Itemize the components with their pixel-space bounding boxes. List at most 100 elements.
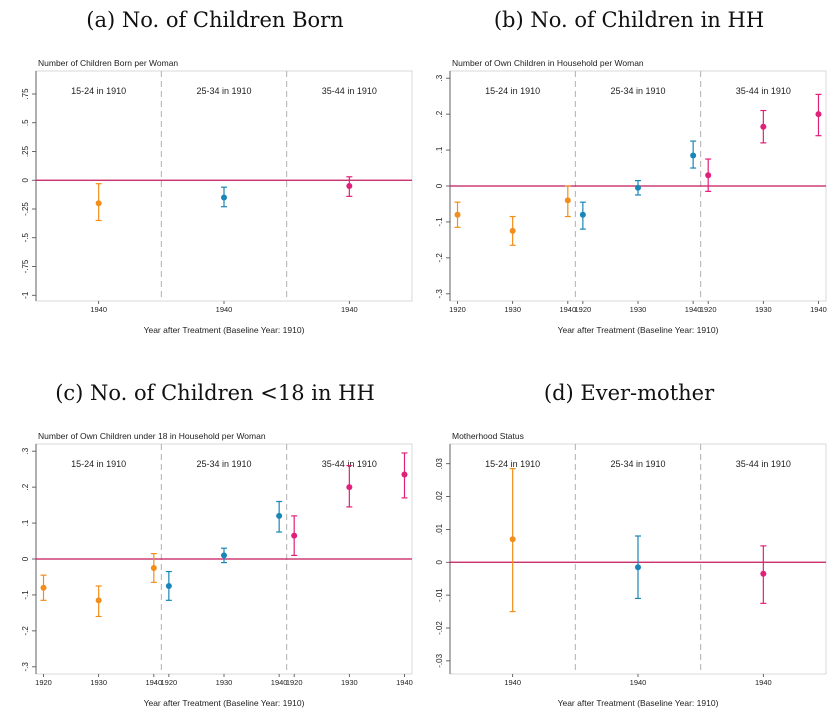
y-tick-label: .3 bbox=[435, 74, 444, 81]
y-tick-label: -1 bbox=[21, 291, 30, 299]
x-tick-label: 1940 bbox=[685, 305, 702, 314]
y-tick-label: 0 bbox=[21, 556, 30, 561]
x-tick-label: 1940 bbox=[755, 678, 772, 687]
x-tick-label: 1940 bbox=[271, 678, 288, 687]
x-tick-label: 1920 bbox=[161, 678, 178, 687]
panel-b-caption: (b) No. of Children in HH bbox=[493, 8, 765, 32]
data-point bbox=[815, 111, 822, 118]
group-header: 15-24 in 1910 bbox=[71, 86, 126, 96]
group-header: 25-34 in 1910 bbox=[610, 459, 665, 469]
data-point bbox=[95, 597, 102, 604]
data-point bbox=[346, 183, 353, 189]
x-axis-label: Year after Treatment (Baseline Year: 191… bbox=[144, 698, 305, 708]
data-point bbox=[690, 152, 697, 159]
y-tick-label: 0 bbox=[21, 177, 30, 182]
x-tick-label: 1930 bbox=[90, 678, 107, 687]
y-tick-label: .2 bbox=[435, 110, 444, 117]
y-tick-label: 0 bbox=[435, 560, 444, 565]
x-tick-label: 1930 bbox=[504, 305, 521, 314]
group-header: 25-34 in 1910 bbox=[610, 86, 665, 96]
y-tick-label: -.3 bbox=[21, 662, 30, 672]
panel-a-caption: (a) No. of Children Born bbox=[86, 8, 344, 32]
y-tick-label: .03 bbox=[435, 458, 444, 470]
chart-title: Number of Own Children in Household per … bbox=[452, 58, 644, 68]
data-point bbox=[635, 564, 641, 571]
x-tick-label: 1930 bbox=[341, 678, 358, 687]
y-tick-label: -.03 bbox=[435, 653, 444, 667]
data-point bbox=[509, 536, 516, 543]
x-tick-label: 1920 bbox=[286, 678, 303, 687]
x-tick-label: 1930 bbox=[216, 678, 233, 687]
y-tick-label: .75 bbox=[21, 88, 30, 100]
chart-panel-2: Number of Own Children in Household per … bbox=[435, 58, 832, 335]
data-point bbox=[346, 484, 353, 491]
data-point bbox=[150, 564, 157, 571]
x-tick-label: 1930 bbox=[755, 305, 772, 314]
data-point bbox=[564, 197, 571, 204]
data-point bbox=[760, 570, 767, 577]
y-tick-label: -.2 bbox=[435, 253, 444, 263]
data-point bbox=[635, 184, 641, 191]
data-point bbox=[760, 123, 767, 130]
chart-title: Number of Own Children under 18 in House… bbox=[38, 431, 266, 441]
data-point bbox=[40, 584, 47, 591]
y-tick-label: .25 bbox=[21, 145, 30, 157]
x-tick-label: 1940 bbox=[145, 678, 162, 687]
data-point bbox=[401, 471, 408, 478]
x-tick-label: 1940 bbox=[504, 678, 521, 687]
chart-title: Motherhood Status bbox=[452, 431, 524, 441]
y-tick-label: .01 bbox=[435, 523, 444, 535]
chart-panel-4: Motherhood Status 15-24 in 1910 25-34 in 1… bbox=[435, 431, 832, 708]
x-axis-label: Year after Treatment (Baseline Year: 191… bbox=[558, 698, 719, 708]
y-tick-label: .3 bbox=[21, 447, 30, 454]
y-tick-label: 0 bbox=[435, 183, 444, 188]
x-tick-label: 1940 bbox=[90, 305, 107, 314]
y-tick-label: -.2 bbox=[21, 626, 30, 636]
y-tick-label: -.25 bbox=[21, 202, 30, 216]
y-tick-label: -.01 bbox=[435, 588, 444, 602]
y-tick-label: -.02 bbox=[435, 621, 444, 635]
y-tick-label: -.1 bbox=[21, 590, 30, 600]
x-tick-label: 1920 bbox=[575, 305, 592, 314]
y-tick-label: .1 bbox=[21, 519, 30, 526]
panel-background bbox=[30, 433, 418, 699]
data-point bbox=[705, 172, 712, 179]
x-tick-label: 1940 bbox=[216, 305, 233, 314]
y-tick-label: .5 bbox=[21, 119, 30, 126]
data-point bbox=[95, 200, 102, 207]
group-header: 35-44 in 1910 bbox=[736, 86, 791, 96]
chart-panel-3: Number of Own Children under 18 in House… bbox=[21, 431, 418, 708]
group-header: 25-34 in 1910 bbox=[196, 459, 251, 469]
x-tick-label: 1920 bbox=[700, 305, 717, 314]
x-tick-label: 1920 bbox=[449, 305, 466, 314]
data-point bbox=[454, 211, 461, 218]
group-header: 35-44 in 1910 bbox=[322, 459, 377, 469]
x-tick-label: 1940 bbox=[810, 305, 827, 314]
x-tick-label: 1940 bbox=[559, 305, 576, 314]
data-point bbox=[276, 512, 283, 519]
panel-d-caption: (d) Ever-mother bbox=[543, 381, 715, 405]
group-header: 15-24 in 1910 bbox=[485, 86, 540, 96]
group-header: 25-34 in 1910 bbox=[196, 86, 251, 96]
group-header: 15-24 in 1910 bbox=[485, 459, 540, 469]
y-tick-label: -.75 bbox=[21, 259, 30, 273]
data-point bbox=[291, 532, 298, 539]
x-tick-label: 1930 bbox=[630, 305, 647, 314]
group-header: 15-24 in 1910 bbox=[71, 459, 126, 469]
data-point bbox=[509, 227, 516, 234]
panel-c-caption: (c) No. of Children <18 in HH bbox=[55, 381, 375, 405]
x-axis-label: Year after Treatment (Baseline Year: 191… bbox=[558, 325, 719, 335]
x-tick-label: 1940 bbox=[341, 305, 358, 314]
y-tick-label: .2 bbox=[21, 483, 30, 490]
data-point bbox=[221, 552, 227, 559]
data-point bbox=[221, 194, 227, 201]
y-tick-label: -.5 bbox=[21, 233, 30, 243]
x-tick-label: 1940 bbox=[630, 678, 647, 687]
chart-title: Number of Children Born per Woman bbox=[38, 58, 178, 68]
y-tick-label: .02 bbox=[435, 490, 444, 502]
y-tick-label: .1 bbox=[435, 146, 444, 153]
chart-panel-1: Number of Children Born per Woman 15-24 i… bbox=[21, 58, 418, 335]
y-tick-label: -.3 bbox=[435, 289, 444, 299]
data-point bbox=[165, 582, 172, 589]
